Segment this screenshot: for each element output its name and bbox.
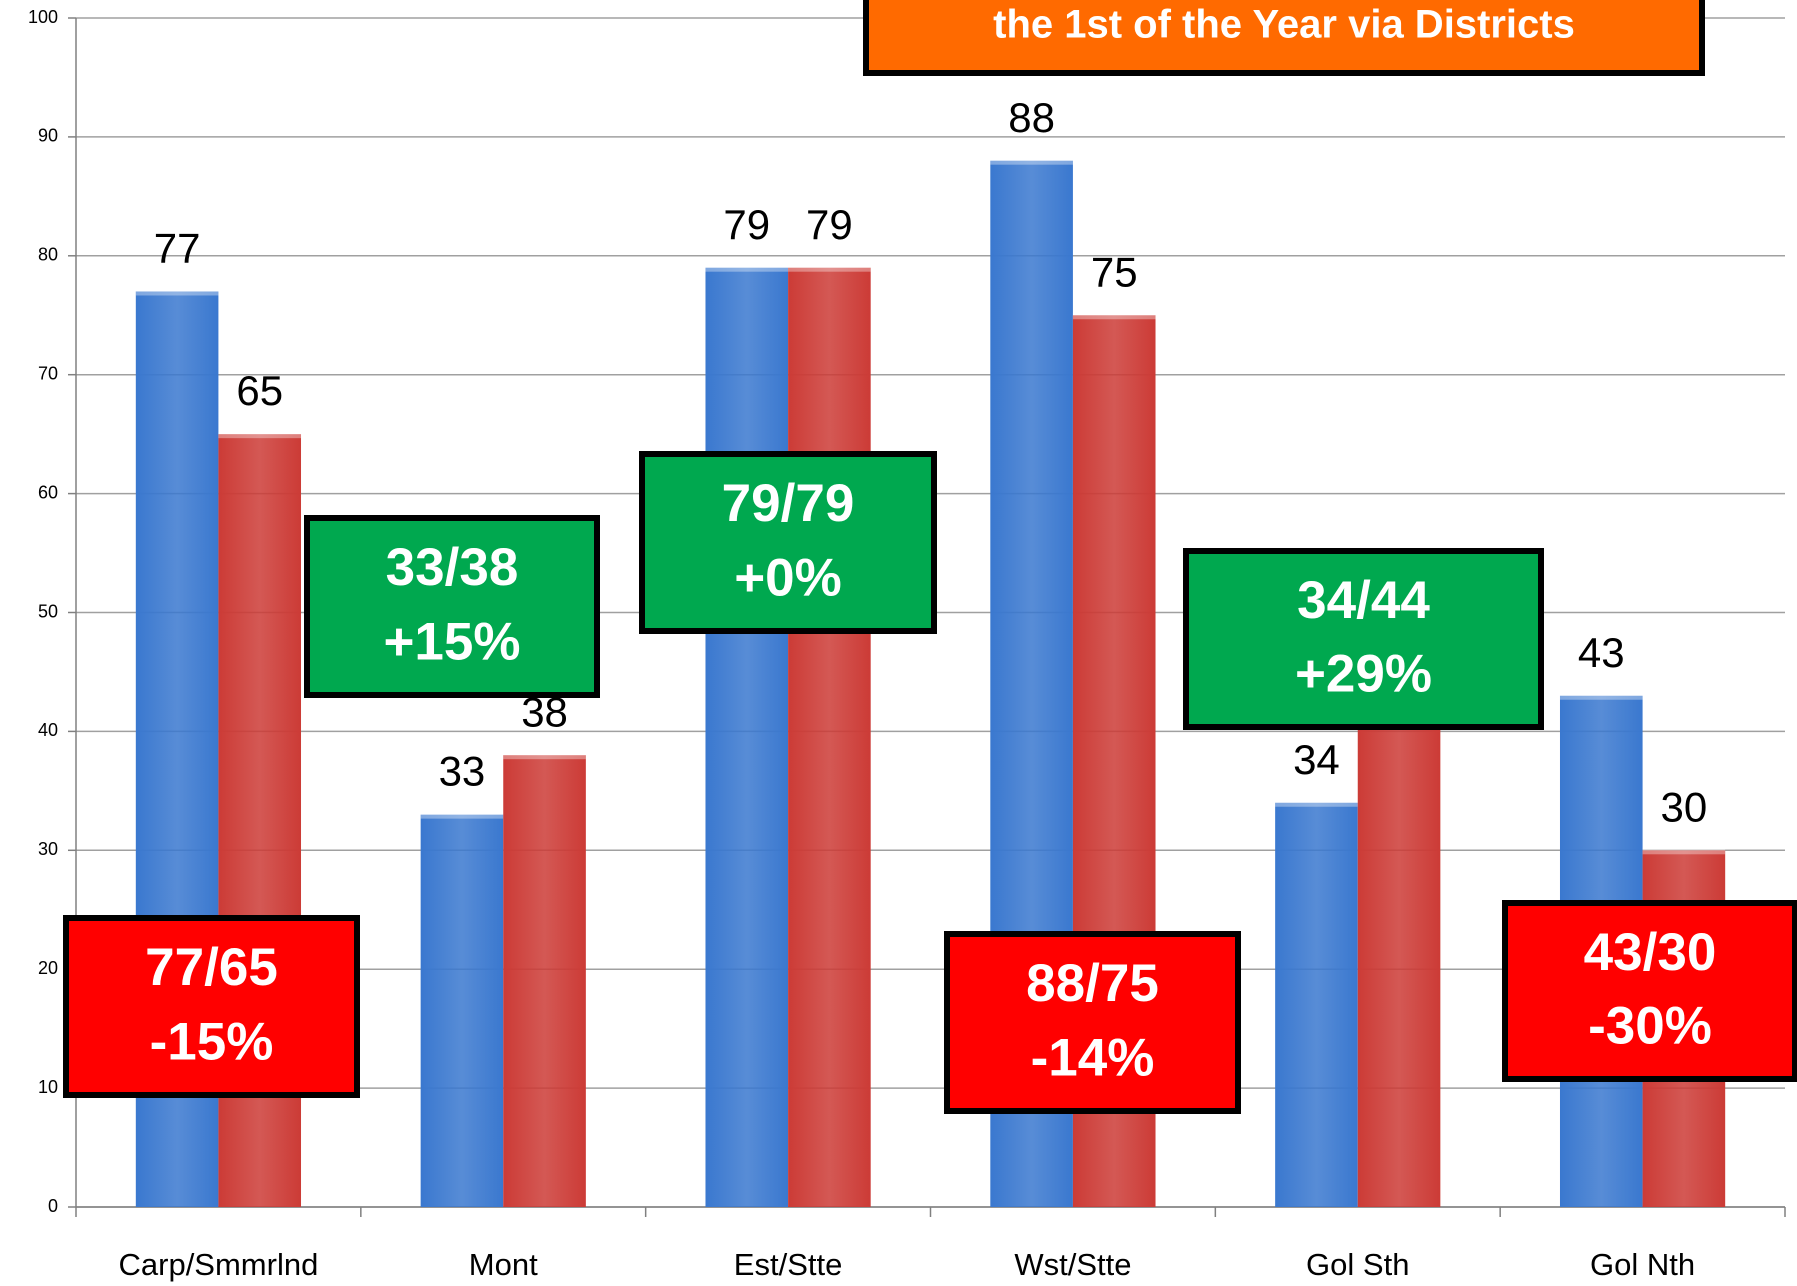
x-tick-label: Gol Nth xyxy=(1590,1247,1695,1282)
bar-top xyxy=(990,158,1073,165)
annotation-box xyxy=(1183,548,1544,730)
bar-top xyxy=(135,289,219,296)
y-tick-label: 80 xyxy=(38,245,58,265)
bar-top xyxy=(1072,313,1156,320)
data-label: 75 xyxy=(1091,248,1138,295)
annotation-box xyxy=(1502,900,1797,1082)
annotation-text: 77/65 xyxy=(145,938,278,997)
y-tick-label: 90 xyxy=(38,126,58,146)
data-label: 33 xyxy=(439,748,486,795)
bar-top xyxy=(1642,848,1726,855)
annotation-text: 88/75 xyxy=(1026,954,1159,1013)
data-label: 30 xyxy=(1661,783,1708,830)
x-tick-label: Est/Stte xyxy=(734,1247,843,1282)
annotation-text: -14% xyxy=(1031,1028,1155,1087)
bar-top xyxy=(420,812,504,819)
bar-top xyxy=(218,432,302,439)
bar xyxy=(788,267,871,1207)
title-box xyxy=(863,0,1705,76)
bar xyxy=(420,814,504,1207)
annotation-text: -15% xyxy=(150,1012,274,1071)
bar-top xyxy=(788,265,871,272)
bar-top xyxy=(1559,693,1643,700)
bar xyxy=(1357,683,1441,1207)
annotation-box xyxy=(944,931,1241,1114)
annotation-box xyxy=(639,451,937,634)
data-label: 79 xyxy=(806,201,853,248)
y-tick-label: 0 xyxy=(48,1196,58,1216)
data-label: 88 xyxy=(1008,94,1055,141)
annotation-text: 79/79 xyxy=(722,474,855,533)
data-label: 34 xyxy=(1293,736,1340,783)
annotation-text: 43/30 xyxy=(1584,923,1717,982)
annotation-text: +15% xyxy=(383,612,520,671)
annotation-text: +0% xyxy=(734,548,842,607)
annotation-text: 33/38 xyxy=(386,538,519,597)
bar xyxy=(1275,802,1358,1207)
y-tick-label: 50 xyxy=(38,601,58,621)
bar xyxy=(705,267,789,1207)
data-label: 79 xyxy=(723,201,770,248)
y-tick-label: 70 xyxy=(38,363,58,383)
y-tick-label: 20 xyxy=(38,958,58,978)
annotation-box xyxy=(63,915,360,1098)
annotation-box xyxy=(304,515,600,698)
annotation-text: 34/44 xyxy=(1297,571,1430,630)
x-tick-label: Carp/Smmrlnd xyxy=(119,1247,319,1282)
annotation-text: +29% xyxy=(1295,645,1432,704)
bar xyxy=(503,755,586,1207)
x-tick-label: Gol Sth xyxy=(1306,1247,1409,1282)
y-tick-label: 60 xyxy=(38,482,58,502)
y-tick-label: 30 xyxy=(38,839,58,859)
y-tick-label: 40 xyxy=(38,720,58,740)
bar-top xyxy=(503,753,586,760)
data-label: 43 xyxy=(1578,629,1625,676)
annotation-text: -30% xyxy=(1588,997,1712,1056)
chart-title: the 1st of the Year via Districts xyxy=(993,3,1575,47)
data-label: 77 xyxy=(154,225,201,272)
bar-top xyxy=(705,265,789,272)
x-tick-label: Mont xyxy=(469,1247,538,1282)
x-tick-label: Wst/Stte xyxy=(1014,1247,1131,1282)
y-tick-label: 100 xyxy=(28,7,58,27)
bar-top xyxy=(1275,800,1358,807)
data-label: 65 xyxy=(236,367,283,414)
y-tick-label: 10 xyxy=(38,1077,58,1097)
